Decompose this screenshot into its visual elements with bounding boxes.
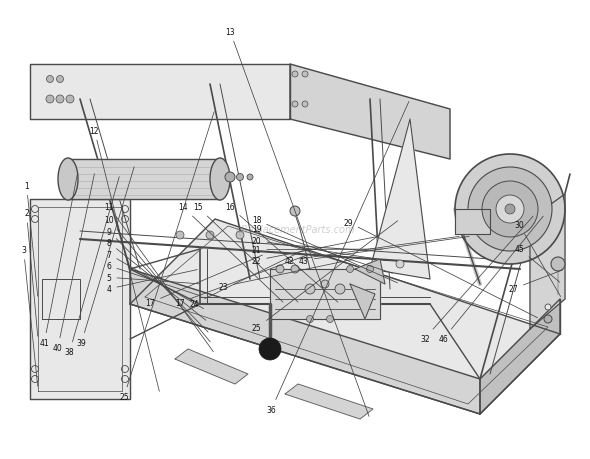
Circle shape [206,231,214,240]
Circle shape [176,231,184,240]
Circle shape [66,96,74,104]
Text: 2: 2 [24,209,38,336]
Text: 21: 21 [252,246,382,255]
Circle shape [291,265,299,274]
Polygon shape [30,200,130,399]
Polygon shape [30,65,290,120]
Circle shape [335,285,345,294]
Circle shape [544,315,552,323]
Text: 46: 46 [439,217,543,343]
Text: 20: 20 [252,236,387,261]
Text: 45: 45 [514,245,560,283]
Polygon shape [175,349,248,384]
Text: 1: 1 [24,181,38,297]
Circle shape [57,76,64,84]
Polygon shape [270,269,380,319]
Circle shape [292,102,298,108]
Circle shape [305,285,315,294]
Circle shape [455,155,565,264]
Text: 41: 41 [40,174,77,347]
Text: 43: 43 [299,237,469,265]
Circle shape [247,174,253,180]
Polygon shape [530,195,565,329]
Circle shape [290,207,300,217]
Text: 40: 40 [53,174,94,353]
Circle shape [56,96,64,104]
Text: 39: 39 [77,167,134,347]
Polygon shape [370,120,430,280]
Text: 22: 22 [252,237,377,265]
Circle shape [346,266,353,273]
Polygon shape [68,160,220,200]
Text: 32: 32 [420,217,533,343]
Text: 3: 3 [21,246,38,386]
Polygon shape [130,219,560,414]
Text: 6: 6 [107,262,201,297]
Text: 42: 42 [284,237,459,265]
Circle shape [306,316,313,323]
Text: eReplacementParts.com: eReplacementParts.com [235,224,355,235]
Circle shape [468,168,552,252]
Circle shape [276,265,284,274]
Circle shape [225,173,235,183]
Polygon shape [480,299,560,414]
Circle shape [302,102,308,108]
Polygon shape [285,384,373,419]
Circle shape [302,72,308,78]
Text: 11: 11 [104,203,214,352]
Text: 36: 36 [267,102,409,414]
Circle shape [326,316,333,323]
Circle shape [321,280,329,288]
Circle shape [46,96,54,104]
Circle shape [292,72,298,78]
Circle shape [545,304,551,310]
Polygon shape [455,210,490,235]
Circle shape [496,196,524,224]
Text: 8: 8 [107,239,206,320]
Text: 7: 7 [107,250,204,309]
Ellipse shape [58,159,78,201]
Text: 5: 5 [107,273,199,284]
Text: 16: 16 [225,203,338,302]
Circle shape [396,260,404,269]
Text: 17: 17 [175,255,307,308]
Circle shape [482,182,538,237]
Polygon shape [350,285,375,319]
Circle shape [287,276,293,283]
Text: 25: 25 [119,112,214,402]
Text: 30: 30 [514,220,560,297]
Text: 12: 12 [90,126,159,392]
Text: 9: 9 [107,227,208,332]
Text: 19: 19 [252,225,392,274]
Text: 13: 13 [225,28,369,416]
Polygon shape [290,65,450,160]
Text: 15: 15 [193,203,298,302]
Circle shape [47,76,54,84]
Text: 14: 14 [178,203,283,302]
Text: 17: 17 [146,256,263,308]
Text: 38: 38 [65,177,119,357]
Text: 29: 29 [343,218,537,318]
Circle shape [259,338,281,360]
Text: 24: 24 [190,249,307,308]
Circle shape [236,231,244,240]
Text: 25: 25 [252,221,398,333]
Circle shape [505,205,515,214]
Ellipse shape [210,159,230,201]
Circle shape [366,266,373,273]
Polygon shape [130,269,480,414]
Polygon shape [355,259,385,285]
Text: 18: 18 [252,216,398,283]
Text: 23: 23 [218,260,352,291]
Text: 27: 27 [509,270,562,294]
Circle shape [551,257,565,271]
Text: 10: 10 [104,216,210,342]
Text: 4: 4 [107,270,197,294]
Circle shape [237,174,244,181]
